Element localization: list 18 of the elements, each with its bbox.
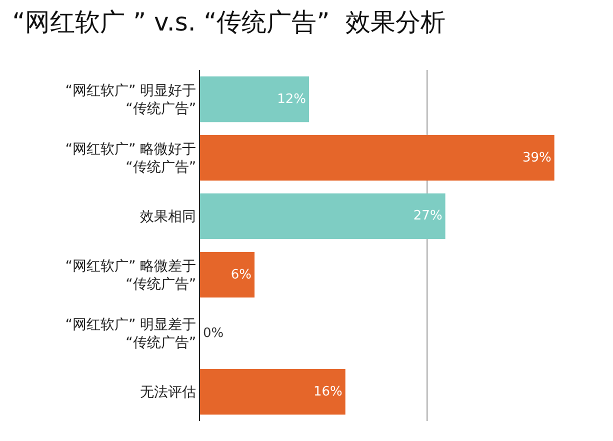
data-label: 39% [522,150,552,166]
bar [200,76,310,122]
data-label: 16% [313,384,342,400]
bar [200,193,446,240]
bar [200,134,554,181]
y-tick-label: “网红软广” 明显好于 “传统广告” [65,83,196,118]
data-label: 0% [203,326,224,341]
bar [200,252,255,298]
y-tick-label: “网红软广” 明显差于 “传统广告” [65,317,196,352]
y-tick-label: 效果相同 [140,209,196,226]
y-tick-label: 无法评估 [140,384,196,401]
data-label: 27% [413,208,442,224]
data-label: 12% [277,92,306,107]
y-tick-label: “网红软广” 略微差于 “传统广告” [65,258,196,293]
data-label: 6% [230,267,252,282]
bar [200,368,346,415]
y-tick-label: “网红软广” 略微好于 “传统广告” [65,142,196,176]
chart-title: “网红软广 ” v.s. “传统广告” 效果分析 [12,8,446,37]
